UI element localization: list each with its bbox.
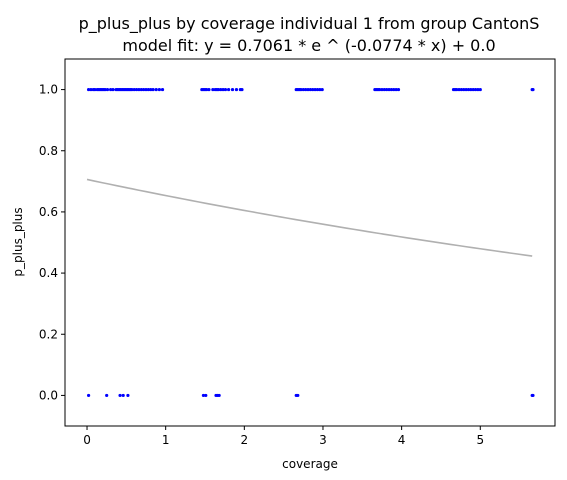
y-tick-label: 1.0 xyxy=(39,83,58,97)
data-point xyxy=(111,87,115,92)
data-point xyxy=(103,87,107,92)
points-layer xyxy=(86,87,535,398)
data-point xyxy=(304,87,308,92)
y-tick-label: 0.6 xyxy=(39,205,58,219)
data-point xyxy=(204,393,208,398)
data-point xyxy=(473,87,478,92)
data-point xyxy=(105,393,109,398)
data-point xyxy=(380,87,384,92)
data-point xyxy=(464,87,468,92)
data-point xyxy=(154,87,158,92)
data-point xyxy=(93,87,97,92)
data-point xyxy=(299,87,303,92)
data-point xyxy=(219,87,223,92)
data-point xyxy=(311,87,315,92)
data-point xyxy=(134,87,139,92)
y-axis-label: p_plus_plus xyxy=(11,207,25,276)
y-tick-label: 0.0 xyxy=(39,388,58,402)
data-point xyxy=(146,87,150,92)
data-point xyxy=(86,87,91,92)
x-tick-label: 1 xyxy=(162,433,170,447)
data-point xyxy=(160,87,165,92)
data-point xyxy=(109,87,113,92)
data-point xyxy=(207,87,211,92)
data-point xyxy=(118,393,122,398)
data-point xyxy=(132,87,136,92)
data-point xyxy=(385,87,389,92)
chart-title: p_plus_plus by coverage individual 1 fro… xyxy=(79,14,540,34)
data-point xyxy=(462,87,466,92)
data-point xyxy=(296,393,300,398)
x-tick-label: 4 xyxy=(398,433,406,447)
data-point xyxy=(221,87,225,92)
data-point xyxy=(469,87,473,92)
data-point xyxy=(204,87,209,92)
data-point xyxy=(151,87,155,92)
data-point xyxy=(320,87,324,92)
plot-frame xyxy=(64,58,556,427)
data-point xyxy=(240,87,244,92)
data-point xyxy=(142,87,146,92)
data-point xyxy=(313,87,317,92)
data-point xyxy=(466,87,471,92)
data-point xyxy=(301,87,305,92)
data-point xyxy=(531,87,535,92)
data-point xyxy=(306,87,310,92)
data-point xyxy=(144,87,148,92)
x-axis: 0 1 2 3 4 5 xyxy=(83,426,484,447)
x-tick-label: 5 xyxy=(476,433,484,447)
x-tick-label: 3 xyxy=(319,433,327,447)
y-tick-label: 0.4 xyxy=(39,266,58,280)
data-point xyxy=(149,87,153,92)
data-point xyxy=(105,87,110,92)
data-point xyxy=(392,87,396,92)
data-point xyxy=(139,87,143,92)
data-point xyxy=(389,87,394,92)
data-point xyxy=(308,87,312,92)
data-point xyxy=(130,87,134,92)
fit-curve xyxy=(86,178,533,257)
data-point xyxy=(457,87,461,92)
data-point xyxy=(201,393,206,398)
data-point xyxy=(394,87,398,92)
data-point xyxy=(216,87,220,92)
data-point xyxy=(455,87,459,92)
chart-subtitle: model fit: y = 0.7061 * e ^ (-0.0774 * x… xyxy=(122,36,495,55)
y-axis: 0.0 0.2 0.4 0.6 0.8 1.0 xyxy=(39,83,65,402)
data-point xyxy=(121,393,125,398)
data-point xyxy=(211,87,215,92)
y-tick-label: 0.8 xyxy=(39,144,58,158)
x-axis-label: coverage xyxy=(282,457,338,471)
x-tick-label: 2 xyxy=(241,433,249,447)
data-point xyxy=(223,87,228,92)
data-point xyxy=(89,87,93,92)
data-point xyxy=(382,87,386,92)
data-point xyxy=(471,87,475,92)
data-point xyxy=(476,87,480,92)
data-point xyxy=(126,393,130,398)
data-point xyxy=(387,87,391,92)
fit-layer xyxy=(86,178,533,257)
data-point xyxy=(478,87,482,92)
x-tick-label: 0 xyxy=(83,433,91,447)
data-point xyxy=(378,87,382,92)
data-point xyxy=(459,87,464,92)
data-point xyxy=(217,393,221,398)
y-tick-label: 0.2 xyxy=(39,327,58,341)
plot-area: 0 1 2 3 4 5 0.0 0.2 0.4 0.6 0.8 1.0 xyxy=(39,58,556,447)
data-point xyxy=(396,87,401,92)
data-point xyxy=(86,393,91,398)
data-point xyxy=(318,87,322,92)
data-point xyxy=(226,87,231,92)
data-point xyxy=(157,87,161,92)
data-point xyxy=(315,87,320,92)
data-point xyxy=(137,87,141,92)
data-point xyxy=(531,393,535,398)
data-point xyxy=(234,87,239,92)
data-point xyxy=(230,87,235,92)
